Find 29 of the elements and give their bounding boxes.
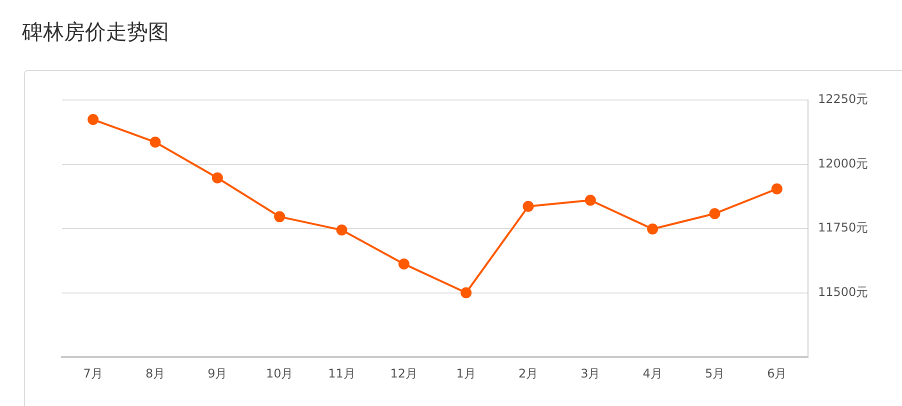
point [274,211,286,222]
x-tick-label: 10月 [266,366,294,380]
y-tick-label: 12000元 [818,156,868,170]
y-tick-label: 12250元 [818,92,868,106]
point [150,136,161,148]
point [336,224,348,236]
y-tick-label: 11750元 [818,220,868,235]
x-tick-label: 5月 [704,366,725,380]
point [771,183,782,194]
x-tick-label: 2月 [518,366,538,380]
x-tick-label: 12月 [390,366,418,380]
x-tick-label: 11月 [328,366,356,380]
point [398,258,410,270]
x-tick-label: 6月 [767,366,787,380]
point [212,172,223,184]
chart-title: 碑林房价走势图 [22,19,169,46]
x-tick-label: 8月 [145,366,166,380]
point [647,224,658,235]
point [709,208,720,220]
point [584,194,596,206]
point [460,287,472,298]
x-tick-label: 9月 [208,366,228,380]
x-tick-label: 1月 [456,366,476,380]
point [522,200,534,212]
y-tick-label: 11500元 [818,284,868,299]
point [88,114,99,126]
x-tick-label: 4月 [642,366,662,380]
x-tick-label: 3月 [580,366,600,380]
x-tick-label: 7月 [83,366,103,380]
